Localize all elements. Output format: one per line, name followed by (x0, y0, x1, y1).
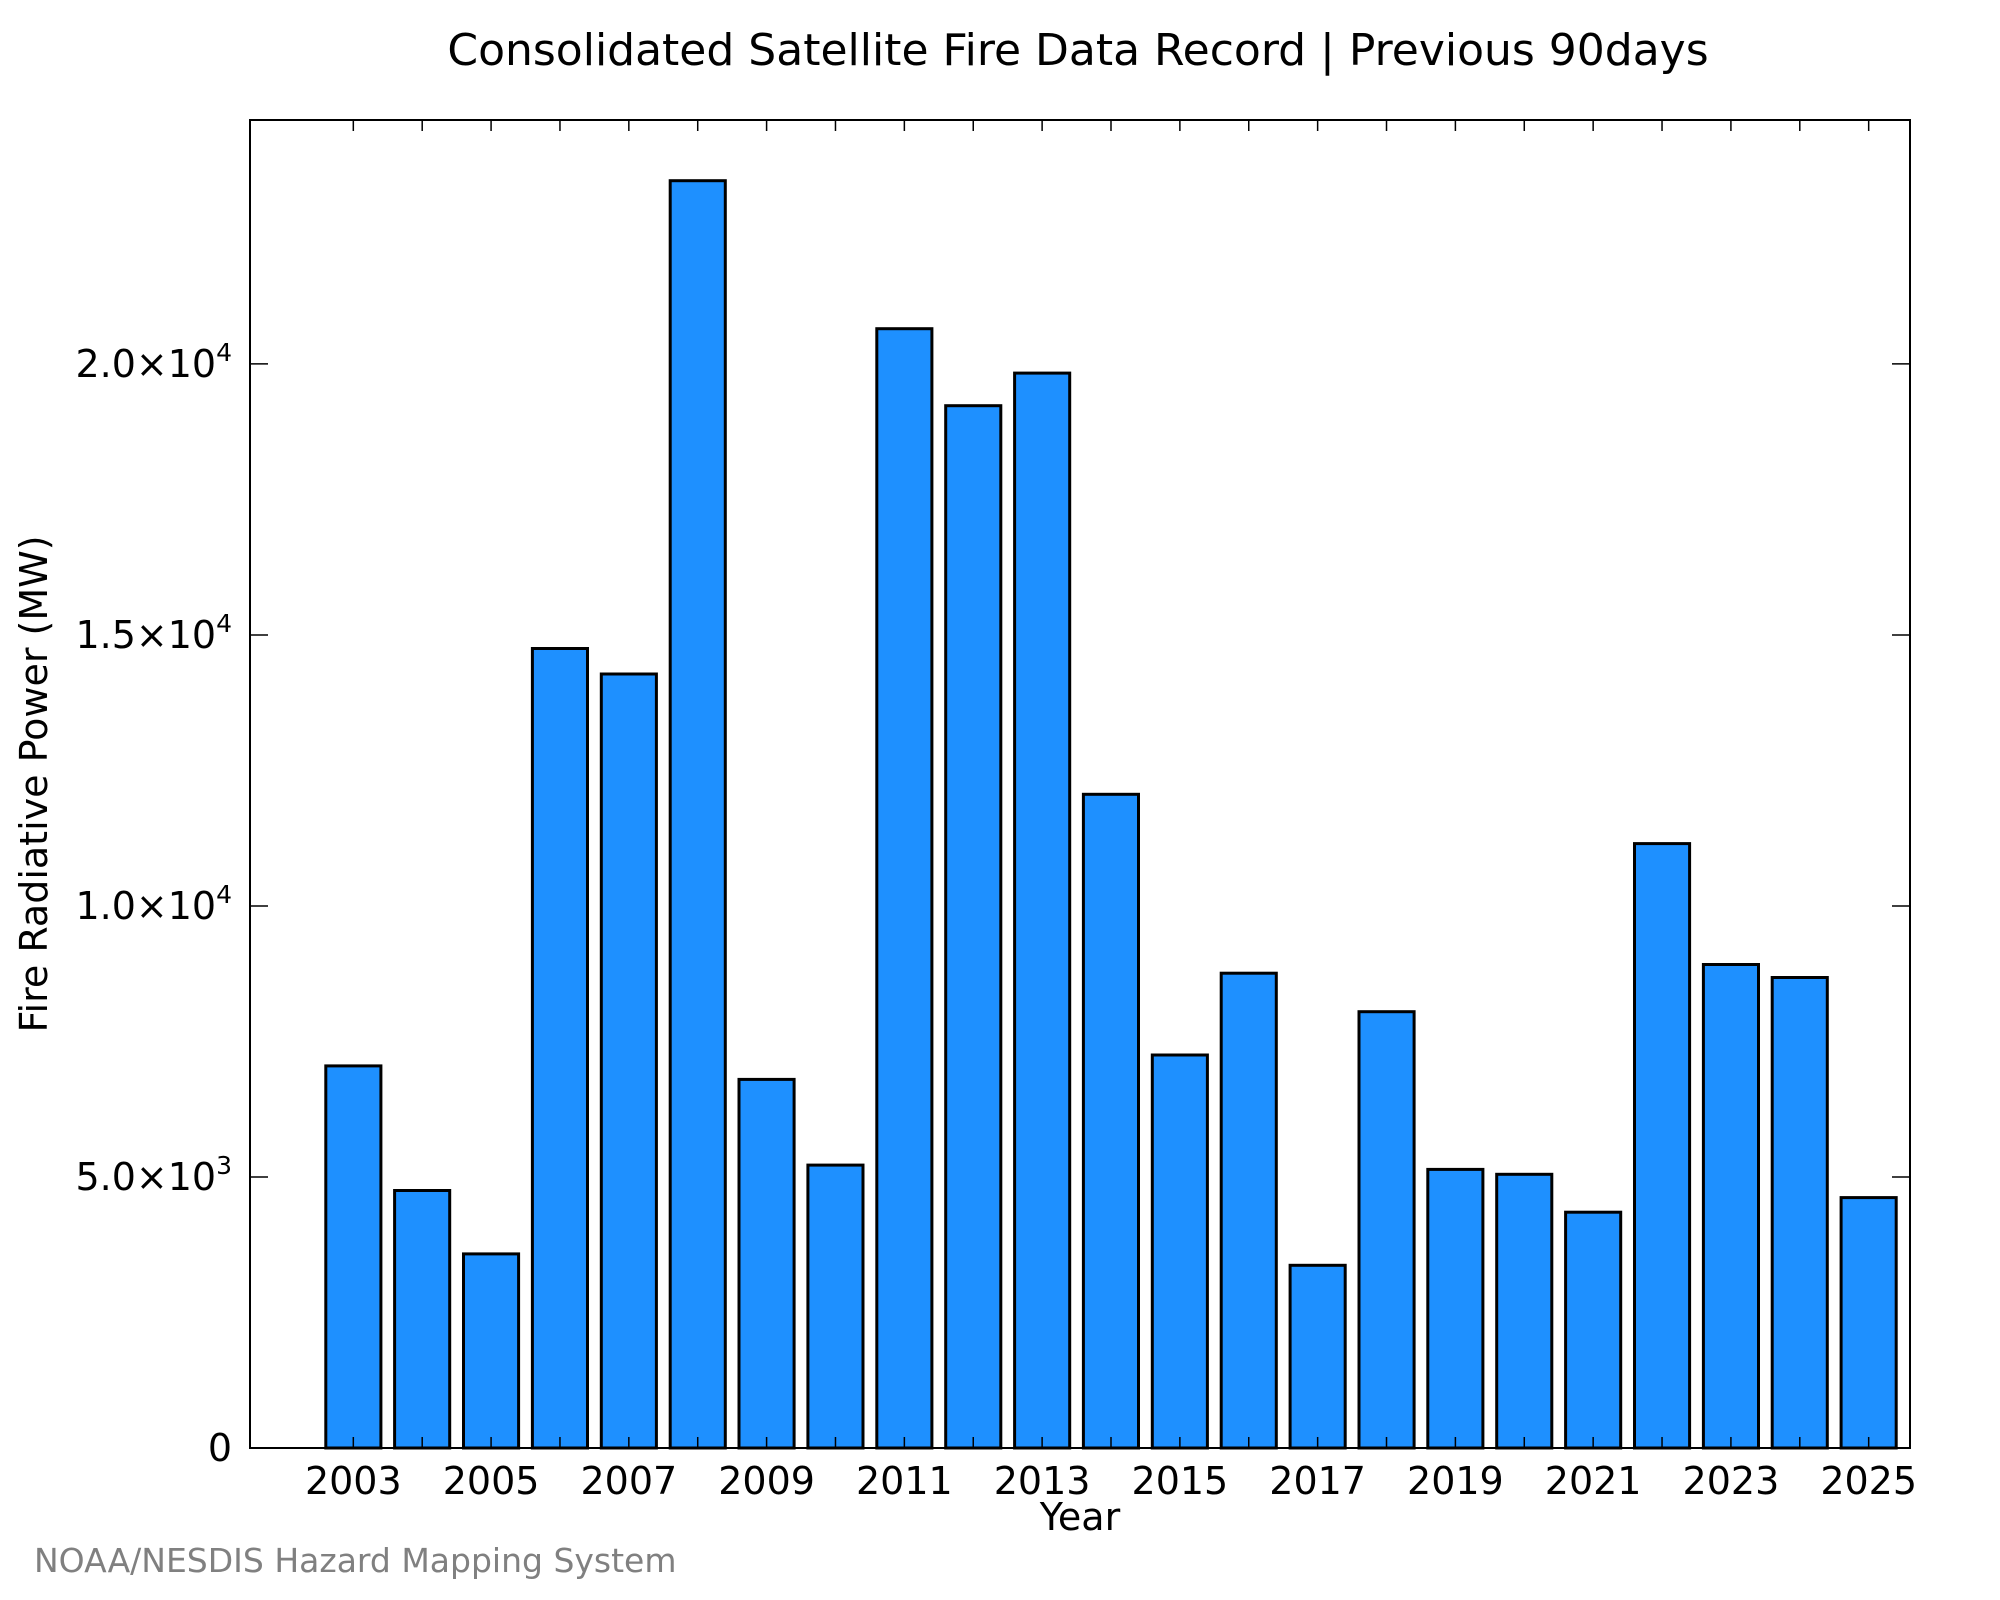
plot-frame (249, 119, 1911, 1449)
bar-2013 (1013, 371, 1072, 1450)
bar-2024 (1770, 976, 1829, 1450)
bar-2023 (1701, 963, 1761, 1450)
y-tick-label: 2.0×104 (75, 338, 232, 386)
x-tick-label: 2009 (718, 1459, 815, 1503)
x-tick-label: 2019 (1407, 1459, 1504, 1503)
bars-group (324, 179, 1898, 1450)
bar-2019 (1426, 1167, 1485, 1450)
credit-text: NOAA/NESDIS Hazard Mapping System (34, 1541, 677, 1580)
x-axis-label: Year (1039, 1495, 1121, 1539)
y-tick-label: 0 (208, 1426, 232, 1470)
bar-2003 (324, 1064, 383, 1450)
bar-2007 (599, 672, 658, 1450)
bar-2025 (1839, 1196, 1898, 1450)
bar-2005 (462, 1252, 521, 1450)
bar-2011 (875, 327, 934, 1450)
x-axis-ticks: 2003 2005 2007 2009 2011 2013 2015 2017 2019 2021… (305, 120, 1917, 1503)
y-axis-ticks: 0 5.0×103 1.0×104 1.5×104 2.0×104 (75, 338, 1910, 1470)
bar-2008 (668, 179, 727, 1450)
x-tick-label: 2007 (580, 1459, 677, 1503)
bar-2017 (1288, 1263, 1347, 1450)
bar-2004 (393, 1189, 452, 1450)
bar-2015 (1150, 1053, 1209, 1450)
x-tick-label: 2011 (856, 1459, 953, 1503)
bar-2016 (1219, 971, 1278, 1450)
bar-2021 (1564, 1210, 1623, 1450)
y-tick-label: 5.0×103 (75, 1151, 232, 1199)
x-tick-label: 2013 (994, 1459, 1091, 1503)
x-tick-label: 2021 (1545, 1459, 1642, 1503)
x-tick-label: 2023 (1683, 1459, 1780, 1503)
x-tick-label: 2025 (1820, 1459, 1917, 1503)
bar-2010 (806, 1163, 865, 1450)
bar-2009 (737, 1077, 796, 1450)
x-tick-label: 2015 (1132, 1459, 1229, 1503)
bar-2018 (1357, 1010, 1416, 1450)
bar-2020 (1495, 1172, 1554, 1450)
x-tick-label: 2005 (443, 1459, 540, 1503)
chart-title: Consolidated Satellite Fire Data Record … (447, 25, 1708, 76)
y-tick-label: 1.5×104 (75, 609, 232, 657)
y-tick-label: 1.0×104 (75, 880, 232, 928)
bar-2022 (1633, 842, 1692, 1450)
y-axis-label: Fire Radiative Power (MW) (12, 535, 56, 1032)
bar-2014 (1081, 792, 1141, 1450)
bar-2006 (530, 647, 590, 1450)
bar-2012 (944, 404, 1003, 1450)
x-tick-label: 2003 (305, 1459, 402, 1503)
x-tick-label: 2017 (1269, 1459, 1366, 1503)
